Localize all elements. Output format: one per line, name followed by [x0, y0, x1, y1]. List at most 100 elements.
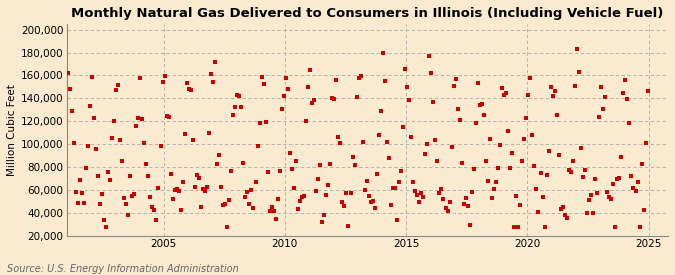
- Point: [450, 77, 461, 82]
- Point: [574, 70, 585, 75]
- Point: [145, 195, 156, 199]
- Point: [157, 79, 168, 84]
- Point: [402, 84, 412, 89]
- Point: [545, 84, 556, 89]
- Point: [272, 197, 283, 202]
- Point: [529, 163, 540, 168]
- Point: [323, 183, 333, 188]
- Point: [537, 195, 548, 199]
- Point: [396, 169, 406, 173]
- Point: [353, 76, 364, 81]
- Point: [88, 116, 99, 120]
- Point: [444, 200, 455, 204]
- Point: [236, 105, 247, 109]
- Point: [151, 218, 162, 222]
- Point: [598, 107, 609, 111]
- Point: [208, 80, 219, 85]
- Point: [404, 98, 414, 103]
- Point: [517, 158, 528, 163]
- Point: [539, 225, 550, 229]
- Point: [614, 176, 625, 181]
- Point: [628, 186, 639, 191]
- Point: [242, 189, 253, 194]
- Point: [477, 101, 487, 106]
- Point: [68, 141, 79, 145]
- Point: [232, 93, 243, 97]
- Point: [608, 182, 619, 186]
- Point: [560, 213, 570, 217]
- Point: [270, 216, 281, 221]
- Point: [220, 202, 231, 207]
- Point: [165, 172, 176, 176]
- Point: [519, 137, 530, 142]
- Point: [355, 73, 366, 78]
- Point: [107, 135, 117, 140]
- Point: [218, 202, 229, 207]
- Point: [351, 94, 362, 99]
- Point: [638, 208, 649, 212]
- Point: [212, 162, 223, 166]
- Point: [246, 188, 257, 192]
- Point: [294, 199, 305, 203]
- Point: [412, 193, 423, 197]
- Point: [284, 151, 295, 155]
- Point: [394, 180, 404, 184]
- Point: [250, 180, 261, 185]
- Point: [315, 163, 325, 167]
- Point: [472, 81, 483, 85]
- Point: [594, 115, 605, 119]
- Point: [416, 191, 427, 195]
- Point: [95, 202, 105, 207]
- Point: [173, 188, 184, 193]
- Point: [547, 94, 558, 98]
- Point: [466, 189, 477, 194]
- Point: [200, 188, 211, 193]
- Point: [155, 144, 166, 148]
- Point: [159, 74, 170, 78]
- Point: [499, 93, 510, 98]
- Point: [551, 113, 562, 117]
- Point: [256, 75, 267, 79]
- Point: [554, 153, 564, 158]
- Point: [238, 160, 249, 165]
- Point: [485, 137, 495, 141]
- Point: [543, 149, 554, 153]
- Point: [612, 177, 623, 182]
- Point: [190, 185, 200, 189]
- Point: [292, 207, 303, 211]
- Point: [349, 163, 360, 168]
- Point: [127, 194, 138, 199]
- Point: [262, 170, 273, 174]
- Point: [460, 196, 471, 201]
- Point: [125, 173, 136, 178]
- Point: [276, 107, 287, 111]
- Point: [418, 195, 429, 199]
- Point: [507, 150, 518, 155]
- Point: [90, 147, 101, 151]
- Point: [448, 84, 459, 88]
- Point: [454, 118, 465, 122]
- Text: Source: U.S. Energy Information Administration: Source: U.S. Energy Information Administ…: [7, 264, 238, 274]
- Point: [304, 67, 315, 72]
- Point: [228, 113, 239, 118]
- Point: [280, 76, 291, 80]
- Point: [572, 47, 583, 51]
- Point: [194, 176, 205, 180]
- Point: [610, 225, 621, 229]
- Point: [70, 189, 81, 194]
- Point: [171, 187, 182, 191]
- Point: [541, 173, 552, 177]
- Point: [331, 78, 342, 83]
- Point: [422, 142, 433, 146]
- Point: [310, 189, 321, 193]
- Point: [359, 188, 370, 192]
- Point: [337, 199, 348, 204]
- Point: [268, 209, 279, 214]
- Point: [440, 205, 451, 210]
- Point: [206, 72, 217, 76]
- Point: [442, 209, 453, 213]
- Point: [300, 119, 311, 123]
- Point: [226, 169, 237, 174]
- Point: [119, 196, 130, 200]
- Point: [131, 123, 142, 128]
